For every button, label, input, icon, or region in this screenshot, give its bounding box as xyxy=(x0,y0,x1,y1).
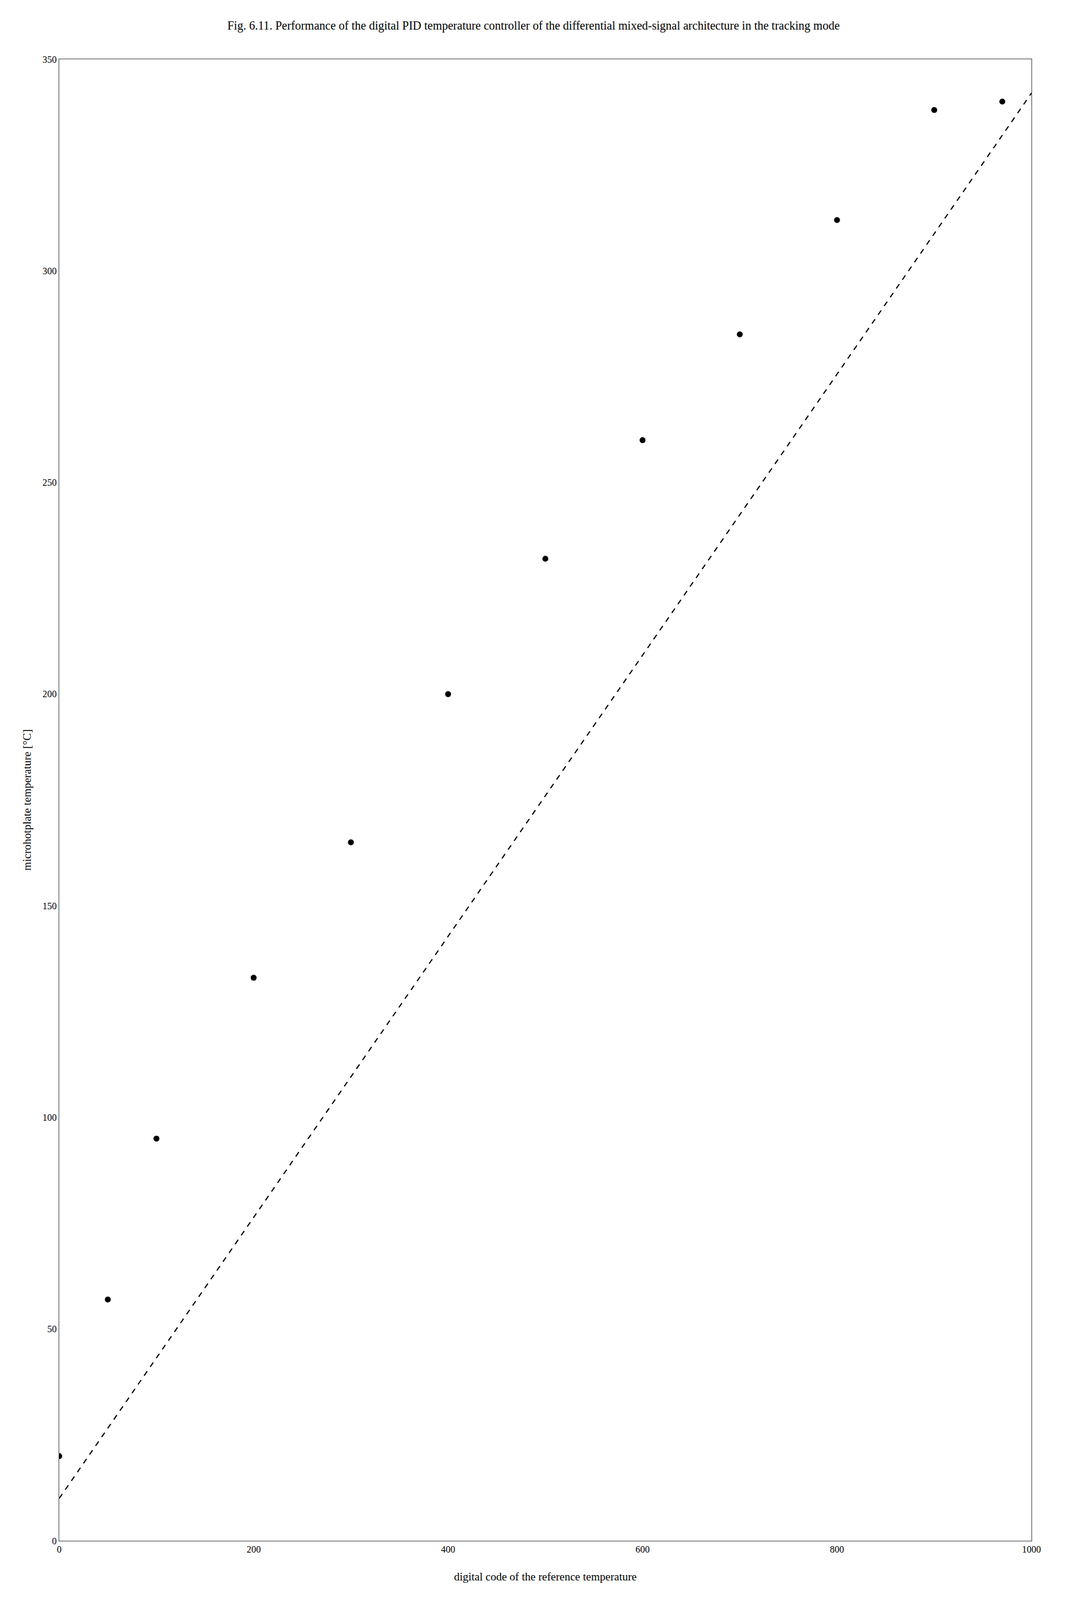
svg-text:microhotplate temperature [°C]: microhotplate temperature [°C] xyxy=(20,728,34,871)
svg-text:0: 0 xyxy=(56,1543,62,1554)
svg-text:250: 250 xyxy=(42,477,57,488)
svg-text:0: 0 xyxy=(52,1535,57,1546)
svg-text:100: 100 xyxy=(42,1112,57,1123)
svg-text:600: 600 xyxy=(635,1543,650,1554)
svg-text:150: 150 xyxy=(42,900,57,911)
svg-text:800: 800 xyxy=(830,1543,845,1554)
svg-text:200: 200 xyxy=(42,688,57,699)
svg-text:300: 300 xyxy=(42,265,57,276)
svg-text:Fig. 6.11. Performance of the: Fig. 6.11. Performance of the digital PI… xyxy=(227,18,840,33)
svg-text:200: 200 xyxy=(246,1543,261,1554)
svg-text:400: 400 xyxy=(441,1543,456,1554)
svg-text:digital code of the reference: digital code of the reference temperatur… xyxy=(454,1569,638,1583)
svg-text:50: 50 xyxy=(47,1323,57,1334)
svg-text:1000: 1000 xyxy=(1021,1543,1041,1554)
svg-text:350: 350 xyxy=(42,54,57,65)
